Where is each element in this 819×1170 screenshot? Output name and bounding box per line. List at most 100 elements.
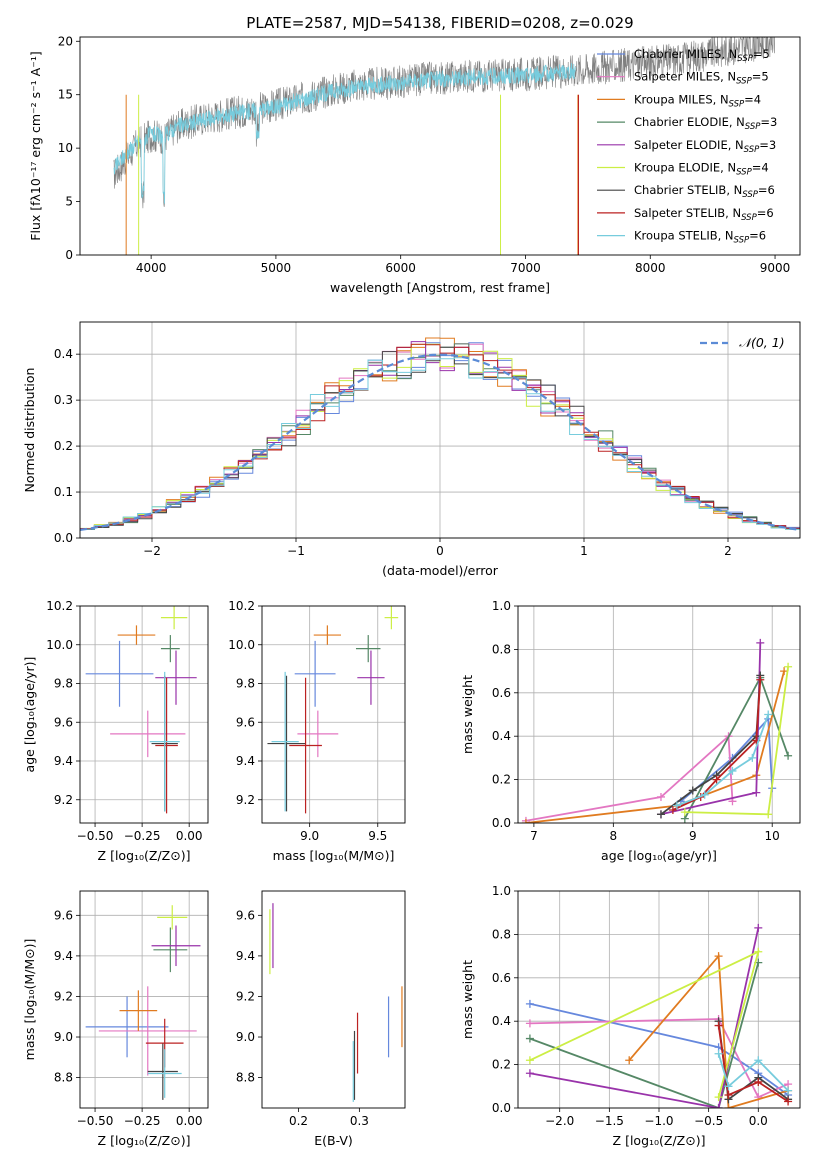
y-tick-label: 5: [65, 195, 73, 209]
x-tick-label: −2.0: [545, 1114, 574, 1128]
weight-series-line: [529, 1002, 789, 1096]
y-tick-label: 0.6: [492, 971, 511, 985]
x-tick-label: 5000: [261, 261, 292, 275]
weight-series-line: [628, 953, 789, 1108]
plot-marks: [113, 37, 775, 255]
y-tick-label: 1.0: [492, 884, 511, 898]
y-tick-label: 0.2: [492, 773, 511, 787]
y-tick-label: 9.2: [54, 793, 73, 807]
weight-marker: [756, 638, 765, 647]
legend-entry: Chabrier ELODIE, NSSP=3: [634, 115, 777, 132]
legend-entry: 𝒩(0, 1): [739, 335, 785, 350]
weight-vs-age-panel: 7 8 9 10 0.0 0.2 0.4 0.6 0.8 1.0 age [log₁₀(age/yr…: [460, 599, 801, 863]
error-bar-point: [147, 1049, 182, 1098]
x-tick-label: 9000: [760, 261, 791, 275]
error-bar-point: [98, 986, 197, 1076]
legend-entry: Kroupa ELODIE, NSSP=4: [634, 161, 769, 178]
y-tick-label: 8.8: [54, 1071, 73, 1085]
y-tick-label: 0.3: [54, 393, 73, 407]
x-axis-label: wavelength [Angstrom, rest frame]: [330, 280, 550, 295]
weight-marker: [754, 1056, 763, 1065]
x-tick-label: 10: [765, 829, 780, 843]
y-tick-label: 0.4: [492, 729, 511, 743]
age-vs-mass-panel: 9.0 9.5 9.2 9.4 9.6 9.8 10.0 10.2 mass [log₁₀(M/…: [228, 599, 406, 863]
legend-entry: Chabrier STELIB, NSSP=6: [634, 183, 775, 200]
x-axis-label: Z [log₁₀(Z/Z⊙)]: [98, 1133, 191, 1148]
legend: Chabrier MILES, NSSP=5 Salpeter MILES, NS…: [597, 47, 777, 246]
x-axis-label: (data-model)/error: [382, 563, 499, 578]
y-tick-label: 9.8: [236, 677, 255, 691]
error-bar-point: [119, 990, 158, 1031]
weight-marker: [525, 1056, 534, 1065]
y-tick-label: 15: [58, 88, 73, 102]
y-tick-label: 0: [65, 248, 73, 262]
axes-frame: [79, 605, 209, 824]
mass-vs-ebv-panel: 0.2 0.3 8.8 9.0 9.2 9.4 9.6 E(B-V): [236, 890, 406, 1148]
weight-marker: [748, 753, 757, 762]
y-tick-label: 8.8: [236, 1071, 255, 1085]
legend-entry: Salpeter STELIB, NSSP=6: [634, 206, 774, 223]
gaussian-curve: [80, 353, 800, 531]
weight-series-line: [529, 1018, 789, 1099]
plot-area: [80, 606, 208, 823]
y-tick-label: 0.4: [492, 1014, 511, 1028]
plot-area: [262, 606, 405, 823]
x-tick-label: 9: [689, 829, 697, 843]
error-bar-point: [313, 625, 341, 645]
y-tick-label: 0.1: [54, 485, 73, 499]
weight-marker: [754, 947, 763, 956]
weight-marker: [784, 751, 793, 760]
x-tick-label: 0.00: [176, 1114, 203, 1128]
weight-marker: [764, 810, 773, 819]
residual-histogram: [80, 343, 800, 529]
plot-marks: [80, 337, 800, 531]
error-bar-point: [151, 925, 201, 967]
y-tick-label: 0.8: [492, 927, 511, 941]
x-tick-label: −0.50: [77, 1114, 114, 1128]
x-tick-label: −0.5: [694, 1114, 723, 1128]
x-tick-label: 7000: [510, 261, 541, 275]
weight-marker: [764, 710, 773, 719]
y-tick-label: 0.6: [492, 686, 511, 700]
error-bar-point: [157, 905, 188, 930]
x-tick-label: 9.5: [368, 829, 387, 843]
x-axis-label: Z [log₁₀(Z/Z⊙)]: [613, 1133, 706, 1148]
error-bar-point: [110, 710, 186, 758]
y-tick-label: 9.0: [54, 1030, 73, 1044]
y-tick-label: 9.2: [236, 989, 255, 1003]
axes-frame: [261, 890, 406, 1109]
x-tick-label: 8: [610, 829, 618, 843]
weight-series-line: [525, 670, 785, 823]
error-bar-point: [267, 675, 306, 812]
weight-marker: [756, 675, 765, 684]
y-tick-label: 9.2: [236, 793, 255, 807]
weight-marker: [672, 801, 681, 810]
legend-entry: Chabrier MILES, NSSP=5: [634, 47, 770, 64]
error-bar-point: [297, 710, 339, 758]
residuals-panel: −2 −1 0 1 2 0.0 0.1 0.2 0.3 0.4 (data-model)/error…: [22, 321, 801, 578]
y-tick-label: 9.6: [54, 715, 73, 729]
weight-marker: [714, 1021, 723, 1030]
x-tick-label: −1: [287, 544, 305, 558]
y-tick-label: 10: [58, 141, 73, 155]
error-bar-point: [160, 635, 180, 663]
x-tick-label: −0.25: [124, 1114, 161, 1128]
axes-frame: [79, 36, 801, 256]
weight-vs-metallicity-panel: −2.0 −1.5 −1.0 −0.5 0.0 0.0 0.2 0.4 0.6 0.8 1.0 Z […: [460, 884, 801, 1148]
y-axis-label: mass [log₁₀(M/M⊙)]: [22, 939, 37, 1061]
weight-marker: [700, 790, 709, 799]
y-axis-label: Normed distribution: [22, 368, 37, 493]
y-tick-label: 0.2: [492, 1058, 511, 1072]
y-tick-label: 0.8: [492, 642, 511, 656]
y-tick-label: 9.4: [236, 949, 255, 963]
y-tick-label: 9.2: [54, 989, 73, 1003]
plot-marks: [521, 638, 793, 823]
x-tick-label: 0.3: [350, 1114, 369, 1128]
weight-series-line: [529, 927, 760, 1108]
error-bar-point: [160, 606, 188, 630]
x-tick-label: 0: [436, 544, 444, 558]
weight-marker: [668, 805, 677, 814]
x-tick-label: 9.0: [300, 829, 319, 843]
legend-entry: Kroupa STELIB, NSSP=6: [634, 229, 766, 246]
